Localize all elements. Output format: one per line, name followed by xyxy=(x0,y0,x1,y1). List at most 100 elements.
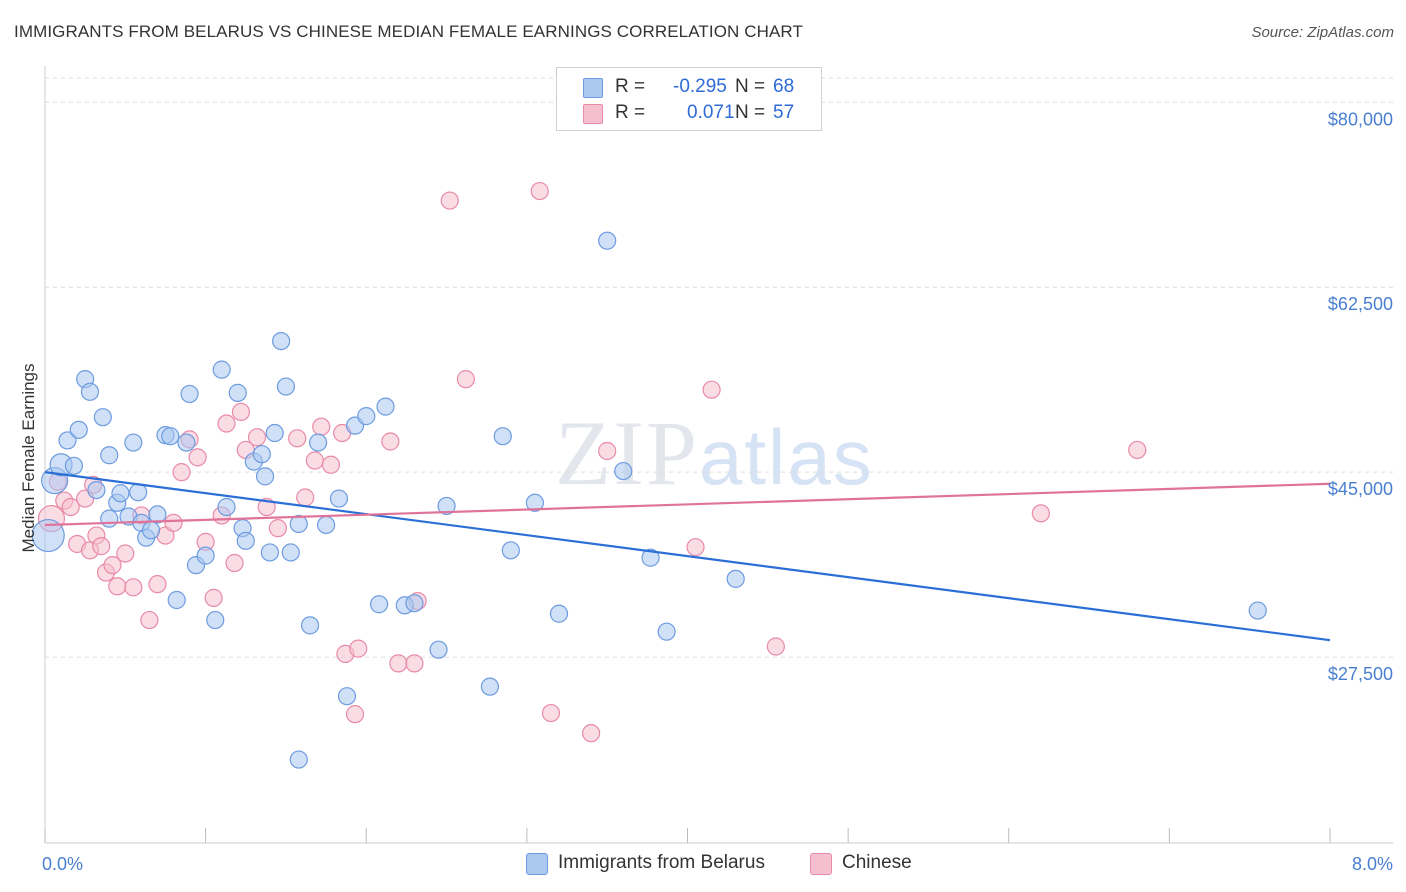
chinese-point xyxy=(312,417,331,436)
belarus-point xyxy=(525,493,545,512)
belarus-point xyxy=(177,433,196,452)
belarus-point xyxy=(100,509,119,528)
chinese-point xyxy=(108,577,127,596)
belarus-point xyxy=(129,483,148,502)
belarus-point xyxy=(252,445,271,464)
belarus-point xyxy=(289,514,308,534)
y-tick-label: $80,000 xyxy=(1328,109,1393,129)
n-label: N = xyxy=(735,102,766,123)
belarus-point xyxy=(58,431,77,450)
chinese-point xyxy=(288,429,307,448)
belarus-point xyxy=(217,497,236,517)
belarus-point xyxy=(236,531,255,550)
chinese-point xyxy=(225,553,244,573)
belarus-point xyxy=(196,546,215,565)
belarus-point xyxy=(308,433,328,452)
belarus-point xyxy=(329,489,349,508)
belarus-point xyxy=(726,569,745,588)
belarus-point xyxy=(437,496,456,516)
chinese-point xyxy=(321,455,341,474)
belarus-point xyxy=(141,521,161,540)
chinese-point xyxy=(456,370,475,389)
chinese-point xyxy=(124,578,143,597)
chinese-point xyxy=(296,488,315,507)
axis-labels: 0.0% 8.0% Median Female Earnings $27,500… xyxy=(19,109,1393,874)
belarus-point xyxy=(370,595,389,614)
series-belarus-points xyxy=(31,231,1267,769)
belarus-point xyxy=(480,677,500,696)
belarus-point xyxy=(93,408,112,427)
belarus-point xyxy=(405,594,424,613)
chinese-point xyxy=(164,513,183,532)
gridlines xyxy=(45,77,1393,658)
belarus-point xyxy=(598,231,617,250)
y-tick-label: $62,500 xyxy=(1328,294,1393,314)
belarus-point xyxy=(300,616,320,635)
belarus-point xyxy=(148,505,167,524)
watermark-atlas: atlas xyxy=(699,413,874,501)
r-label: R = xyxy=(615,76,646,97)
chinese-point xyxy=(381,432,400,451)
belarus-point xyxy=(212,360,231,379)
chinese-point xyxy=(231,402,251,421)
series-chinese-points xyxy=(37,181,1147,743)
belarus-legend-swatch-icon xyxy=(526,853,548,875)
belarus-point xyxy=(167,590,186,610)
belarus-point xyxy=(357,407,376,426)
chart-title: IMMIGRANTS FROM BELARUS VS CHINESE MEDIA… xyxy=(14,22,803,41)
belarus-point xyxy=(111,484,130,503)
belarus-point xyxy=(64,456,84,475)
watermark: ZIPatlas xyxy=(555,400,874,506)
belarus-point xyxy=(289,750,308,769)
belarus-point xyxy=(180,384,199,404)
chinese-point xyxy=(92,537,111,556)
y-tick-label: $27,500 xyxy=(1328,664,1393,684)
bottom-legend-label-belarus: Immigrants from Belarus xyxy=(558,852,765,873)
trend-lines xyxy=(44,471,1331,642)
chinese-point xyxy=(440,191,459,210)
chinese-point xyxy=(702,380,721,399)
chinese-point xyxy=(541,703,561,723)
chinese-point xyxy=(268,519,288,538)
belarus-point xyxy=(100,446,119,465)
trend-line-belarus xyxy=(44,471,1331,642)
belarus-point xyxy=(124,433,143,452)
n-value-chinese: 57 xyxy=(773,102,795,123)
x-tick-label-max: 8.0% xyxy=(1352,854,1393,874)
chinese-point xyxy=(530,181,549,201)
belarus-point xyxy=(31,518,65,553)
belarus-point xyxy=(614,461,633,481)
source-credit: Source: ZipAtlas.com xyxy=(1251,24,1394,41)
chinese-point xyxy=(61,497,80,517)
belarus-point xyxy=(228,383,247,402)
trend-line-chinese xyxy=(44,482,1331,527)
chinese-point xyxy=(405,654,424,673)
belarus-point xyxy=(281,543,300,562)
y-tick-label: $45,000 xyxy=(1328,479,1393,499)
r-value-chinese: 0.071 xyxy=(687,102,735,123)
chinese-point xyxy=(349,639,368,658)
chinese-point xyxy=(305,451,324,470)
chinese-point xyxy=(1031,504,1050,523)
x-tick-label-min: 0.0% xyxy=(42,854,83,874)
belarus-point xyxy=(161,427,180,446)
belarus-point xyxy=(255,467,275,486)
belarus-point xyxy=(493,427,512,446)
watermark-zip: ZIP xyxy=(555,402,699,504)
chinese-point xyxy=(766,637,785,656)
chinese-legend-swatch-icon xyxy=(810,853,832,875)
bottom-legend-label-chinese: Chinese xyxy=(842,852,912,873)
chinese-point xyxy=(140,610,159,630)
belarus-point xyxy=(272,331,291,351)
belarus-point xyxy=(87,481,106,500)
belarus-point xyxy=(641,548,660,567)
chinese-point xyxy=(389,654,408,673)
chinese-point xyxy=(1128,440,1147,460)
chinese-point xyxy=(598,441,617,461)
chinese-point xyxy=(217,414,236,433)
belarus-point xyxy=(376,397,395,416)
n-label: N = xyxy=(735,76,766,97)
correlation-legend: R = -0.295 N = 68 R = 0.071 N = 57 xyxy=(556,67,822,131)
chinese-point xyxy=(247,428,267,447)
